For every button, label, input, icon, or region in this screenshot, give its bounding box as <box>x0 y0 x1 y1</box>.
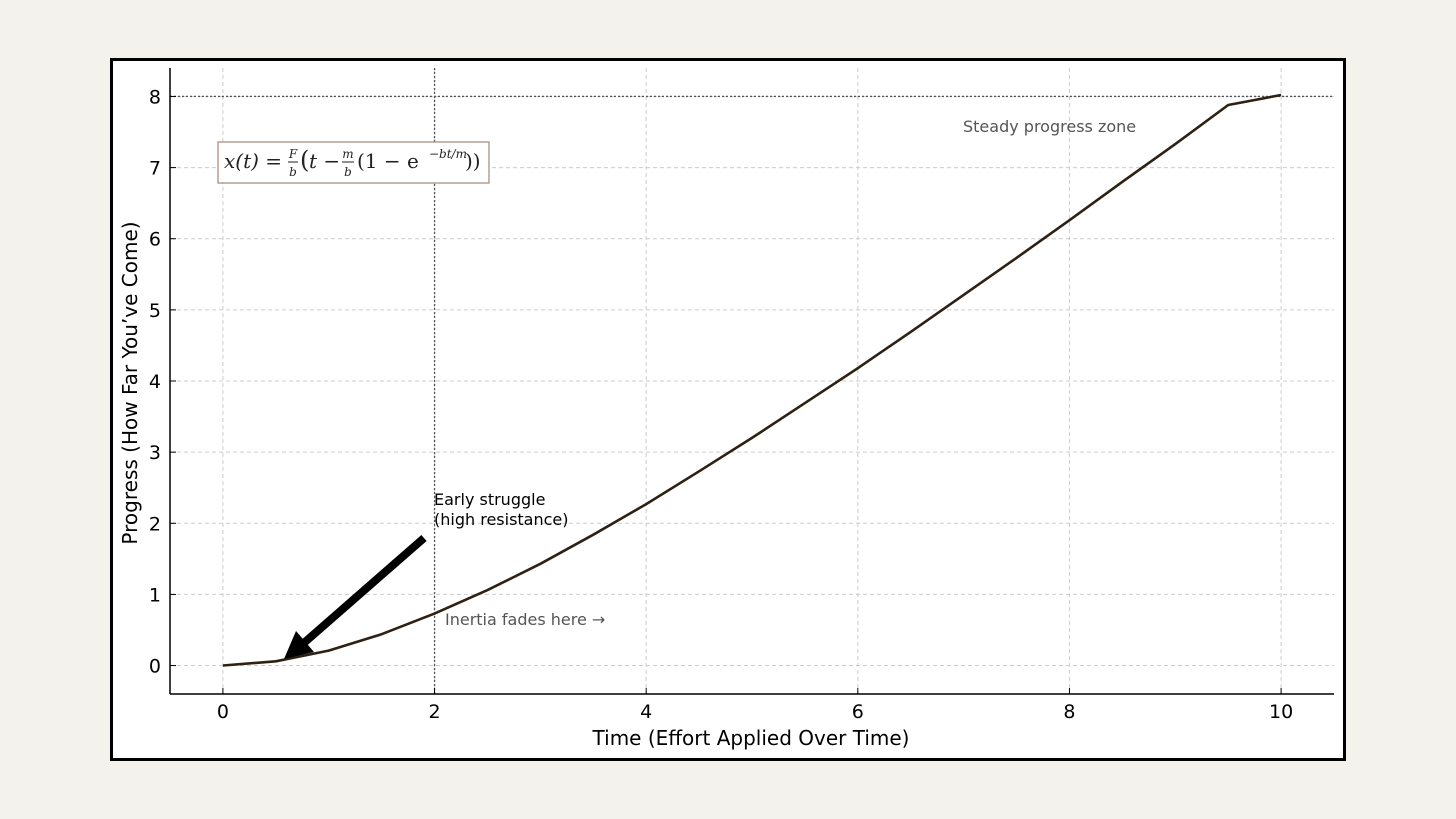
formula-box: x(t) = F b ( t − m b (1 − e −bt/m )) <box>217 141 490 184</box>
formula-exponent: −bt/m <box>429 147 467 161</box>
y-tick-label: 1 <box>149 584 161 606</box>
annotation-early-line1: Early struggle <box>434 490 545 509</box>
x-axis-label: Time (Effort Applied Over Time) <box>592 726 910 750</box>
annotation-steady: Steady progress zone <box>963 117 1136 136</box>
formula-t: t − <box>309 149 340 173</box>
y-tick-label: 3 <box>149 442 161 464</box>
x-tick-label: 8 <box>1063 701 1075 723</box>
formula-inner: (1 − e <box>357 149 419 173</box>
y-tick-label: 4 <box>149 371 161 393</box>
formula-lhs: x(t) = <box>224 149 282 173</box>
y-tick-label: 5 <box>149 300 161 322</box>
annotation-early-line2: (high resistance) <box>434 510 569 529</box>
y-axis-label: Progress (How Far You’ve Come) <box>118 221 142 544</box>
y-tick-label: 7 <box>149 158 161 180</box>
chart-frame: 0 2 4 6 8 10 0 1 2 3 4 5 6 7 8 x(t) = F b ( t − m b (1… <box>110 58 1346 761</box>
y-tick-label: 8 <box>149 86 161 108</box>
x-tick-label: 6 <box>852 701 864 723</box>
formula-frac2-den: b <box>344 165 352 179</box>
formula-frac1-den: b <box>289 165 297 179</box>
x-tick-label: 2 <box>428 701 440 723</box>
grid <box>170 68 1334 694</box>
y-tick-label: 0 <box>149 656 161 678</box>
x-tick-label: 10 <box>1269 701 1293 723</box>
y-tick-label: 6 <box>149 229 161 251</box>
series-line <box>222 93 1282 667</box>
annotation-inertia: Inertia fades here → <box>445 610 605 629</box>
formula-close: )) <box>465 149 481 173</box>
formula-open-paren: ( <box>300 146 309 174</box>
early-struggle-arrow <box>284 534 427 659</box>
formula-frac1-num: F <box>288 147 298 161</box>
formula-frac2-num: m <box>342 147 353 161</box>
chart-canvas: 0 2 4 6 8 10 0 1 2 3 4 5 6 7 8 x(t) = F b ( t − m b (1… <box>118 68 1334 750</box>
x-tick-label: 0 <box>217 701 229 723</box>
series <box>222 93 1282 667</box>
ticks: 0 2 4 6 8 10 0 1 2 3 4 5 6 7 8 <box>149 86 1293 723</box>
x-tick-label: 4 <box>640 701 652 723</box>
y-tick-label: 2 <box>149 513 161 535</box>
